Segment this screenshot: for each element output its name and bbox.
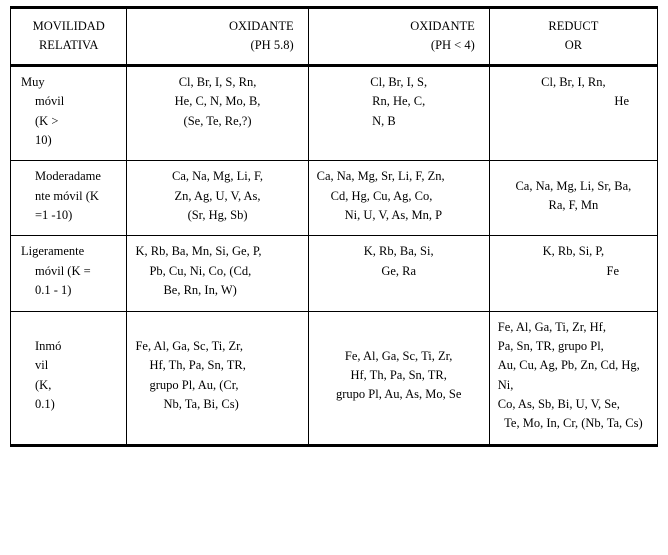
red-cell: Cl, Br, I, Rn, He xyxy=(489,65,657,161)
ox4-cell: K, Rb, Ba, Si, Ge, Ra xyxy=(308,236,489,311)
mobility-cell: Muy móvil (K > 10) xyxy=(11,65,127,161)
ox58-cell: Fe, Al, Ga, Sc, Ti, Zr, Hf, Th, Pa, Sn, … xyxy=(127,311,308,445)
ox4-cell: Cl, Br, I, S, Rn, He, C, N, B xyxy=(308,65,489,161)
red-cell: K, Rb, Si, P, Fe xyxy=(489,236,657,311)
ox58-cell: K, Rb, Ba, Mn, Si, Ge, P, Pb, Cu, Ni, Co… xyxy=(127,236,308,311)
col-ox58: OXIDANTE (PH 5.8) xyxy=(127,8,308,66)
red-cell: Ca, Na, Mg, Li, Sr, Ba, Ra, F, Mn xyxy=(489,161,657,236)
col-reduct: REDUCT OR xyxy=(489,8,657,66)
header-row: MOVILIDAD RELATIVA OXIDANTE (PH 5.8) OXI… xyxy=(11,8,658,66)
table-row: Muy móvil (K > 10) Cl, Br, I, S, Rn, He,… xyxy=(11,65,658,161)
ox58-cell: Ca, Na, Mg, Li, F, Zn, Ag, U, V, As, (Sr… xyxy=(127,161,308,236)
ox4-cell: Ca, Na, Mg, Sr, Li, F, Zn, Cd, Hg, Cu, A… xyxy=(308,161,489,236)
col-ox4: OXIDANTE (PH < 4) xyxy=(308,8,489,66)
table-row: Ligeramente móvil (K = 0.1 - 1) K, Rb, B… xyxy=(11,236,658,311)
mobility-cell: Moderadame nte móvil (K =1 -10) xyxy=(11,161,127,236)
col-mobility: MOVILIDAD RELATIVA xyxy=(11,8,127,66)
mobility-cell: Inmó vil (K, 0.1) xyxy=(11,311,127,445)
mobility-cell: Ligeramente móvil (K = 0.1 - 1) xyxy=(11,236,127,311)
table-row: Moderadame nte móvil (K =1 -10) Ca, Na, … xyxy=(11,161,658,236)
ox4-cell: Fe, Al, Ga, Sc, Ti, Zr, Hf, Th, Pa, Sn, … xyxy=(308,311,489,445)
ox58-cell: Cl, Br, I, S, Rn, He, C, N, Mo, B, (Se, … xyxy=(127,65,308,161)
mobility-table: MOVILIDAD RELATIVA OXIDANTE (PH 5.8) OXI… xyxy=(10,6,658,447)
table-row: Inmó vil (K, 0.1) Fe, Al, Ga, Sc, Ti, Zr… xyxy=(11,311,658,445)
red-cell: Fe, Al, Ga, Ti, Zr, Hf, Pa, Sn, TR, grup… xyxy=(489,311,657,445)
